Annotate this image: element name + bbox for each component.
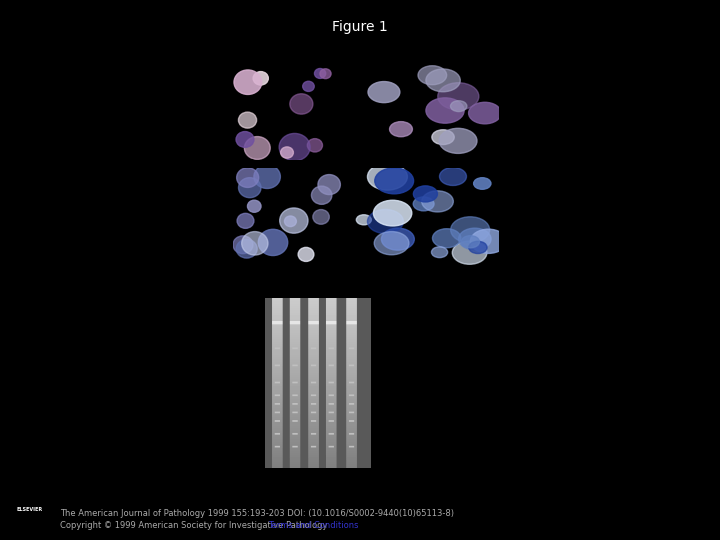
- Circle shape: [374, 200, 412, 226]
- Circle shape: [320, 69, 331, 79]
- Text: B: B: [225, 280, 233, 290]
- Text: (μM): (μM): [225, 304, 251, 314]
- Circle shape: [375, 168, 413, 194]
- Circle shape: [368, 82, 400, 103]
- Text: ELSEVIER: ELSEVIER: [17, 507, 43, 512]
- Circle shape: [439, 129, 477, 153]
- Circle shape: [237, 213, 254, 228]
- Circle shape: [302, 81, 314, 91]
- Circle shape: [433, 229, 461, 248]
- Circle shape: [281, 147, 294, 158]
- Circle shape: [244, 137, 270, 159]
- Text: The American Journal of Pathology 1999 155:193-203 DOI: (10.1016/S0002-9440(10)6: The American Journal of Pathology 1999 1…: [60, 509, 454, 518]
- Circle shape: [459, 228, 491, 250]
- Circle shape: [298, 247, 314, 261]
- Circle shape: [426, 98, 464, 123]
- Circle shape: [318, 174, 341, 194]
- Circle shape: [374, 232, 409, 255]
- Circle shape: [312, 210, 329, 224]
- Circle shape: [238, 178, 261, 198]
- Circle shape: [238, 112, 256, 128]
- Text: Terms and Conditions: Terms and Conditions: [268, 521, 359, 530]
- Circle shape: [248, 200, 261, 212]
- Circle shape: [382, 228, 414, 250]
- Circle shape: [290, 94, 313, 114]
- Circle shape: [451, 100, 467, 112]
- Circle shape: [367, 164, 408, 190]
- Text: 1: 1: [287, 288, 294, 298]
- Circle shape: [469, 102, 501, 124]
- Text: Figure 1: Figure 1: [332, 20, 388, 34]
- Circle shape: [418, 66, 446, 85]
- Text: 10: 10: [315, 288, 329, 298]
- Text: TMX: TMX: [225, 292, 253, 302]
- Text: 5: 5: [304, 288, 310, 298]
- Circle shape: [258, 230, 288, 255]
- Circle shape: [315, 69, 325, 78]
- Circle shape: [469, 241, 487, 254]
- Text: Copyright © 1999 American Society for Investigative Pathology: Copyright © 1999 American Society for In…: [60, 521, 330, 530]
- Circle shape: [236, 132, 254, 147]
- Circle shape: [452, 241, 487, 264]
- Circle shape: [307, 139, 323, 152]
- Text: 10μM: 10μM: [233, 159, 254, 168]
- Circle shape: [279, 133, 310, 161]
- Circle shape: [390, 122, 413, 137]
- Circle shape: [438, 83, 479, 110]
- Circle shape: [422, 191, 454, 212]
- Circle shape: [462, 235, 480, 248]
- Circle shape: [236, 239, 257, 258]
- Text: 20μM: 20μM: [351, 159, 372, 168]
- Circle shape: [431, 247, 448, 258]
- Circle shape: [312, 186, 332, 204]
- Circle shape: [254, 165, 280, 188]
- Circle shape: [356, 215, 372, 225]
- Circle shape: [413, 186, 438, 202]
- Circle shape: [367, 210, 403, 233]
- Text: 0: 0: [271, 288, 279, 298]
- Circle shape: [237, 168, 258, 187]
- Text: 20: 20: [336, 288, 348, 298]
- Circle shape: [474, 178, 491, 190]
- Circle shape: [413, 197, 434, 211]
- Circle shape: [279, 208, 308, 233]
- Circle shape: [470, 229, 507, 253]
- Circle shape: [234, 70, 262, 94]
- Text: 0μM: 0μM: [233, 53, 249, 62]
- Circle shape: [451, 217, 490, 243]
- Text: 5μM: 5μM: [351, 53, 367, 62]
- Text: A: A: [225, 62, 233, 72]
- Circle shape: [439, 167, 467, 185]
- Circle shape: [253, 72, 269, 85]
- Circle shape: [242, 232, 268, 255]
- Circle shape: [426, 69, 460, 92]
- Circle shape: [432, 130, 454, 145]
- Circle shape: [284, 216, 297, 227]
- Circle shape: [233, 236, 253, 254]
